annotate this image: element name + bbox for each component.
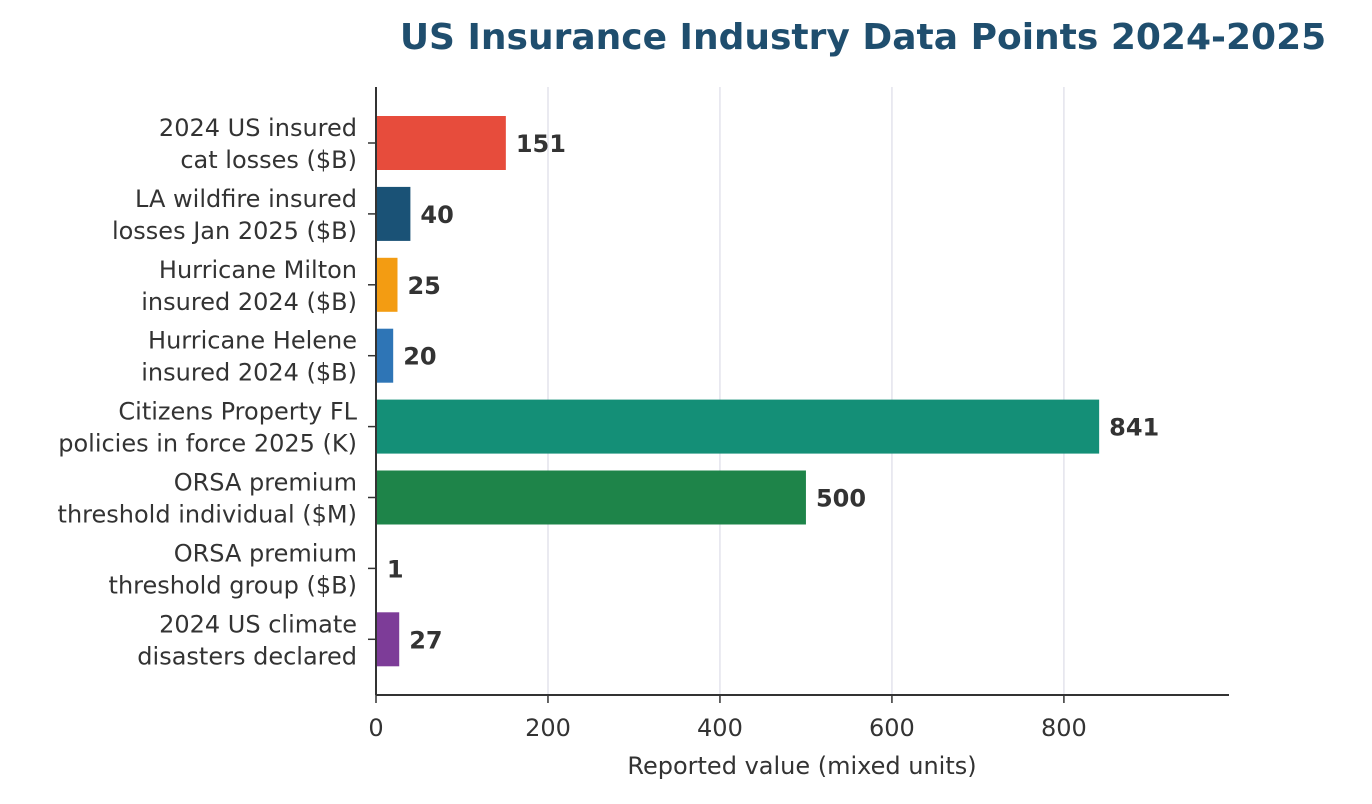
- bar: [376, 328, 394, 383]
- y-tick-label: Hurricane Helene insured 2024 ($B): [141, 327, 357, 387]
- value-label: 40: [420, 201, 453, 229]
- bar: [376, 470, 806, 525]
- value-label: 1: [387, 555, 404, 583]
- bar: [376, 399, 1100, 454]
- y-tick-label: ORSA premium threshold individual ($M): [58, 469, 357, 529]
- y-tick-label: 2024 US insured cat losses ($B): [159, 114, 357, 174]
- x-axis-label: Reported value (mixed units): [627, 752, 976, 780]
- bar: [376, 612, 400, 667]
- y-tick-label: LA wildfire insured losses Jan 2025 ($B): [112, 185, 357, 245]
- value-label: 27: [409, 626, 442, 654]
- value-label: 25: [407, 272, 440, 300]
- chart-title: US Insurance Industry Data Points 2024-2…: [400, 17, 1326, 58]
- x-tick-label: 400: [697, 714, 743, 742]
- value-label: 151: [516, 130, 566, 158]
- y-tick-label: 2024 US climate disasters declared: [137, 610, 357, 670]
- value-label: 20: [403, 343, 436, 371]
- x-tick-label: 800: [1041, 714, 1087, 742]
- bar: [376, 257, 398, 312]
- y-tick-label: Citizens Property FL policies in force 20…: [58, 398, 357, 458]
- x-tick-label: 600: [869, 714, 915, 742]
- value-label: 841: [1109, 414, 1159, 442]
- bar: [376, 116, 506, 170]
- y-tick-label: ORSA premium threshold group ($B): [109, 539, 357, 599]
- y-tick-label: Hurricane Milton insured 2024 ($B): [141, 256, 357, 316]
- bar: [376, 186, 411, 241]
- x-tick-label: 0: [368, 714, 383, 742]
- x-tick-label: 200: [525, 714, 571, 742]
- value-label: 500: [816, 485, 866, 513]
